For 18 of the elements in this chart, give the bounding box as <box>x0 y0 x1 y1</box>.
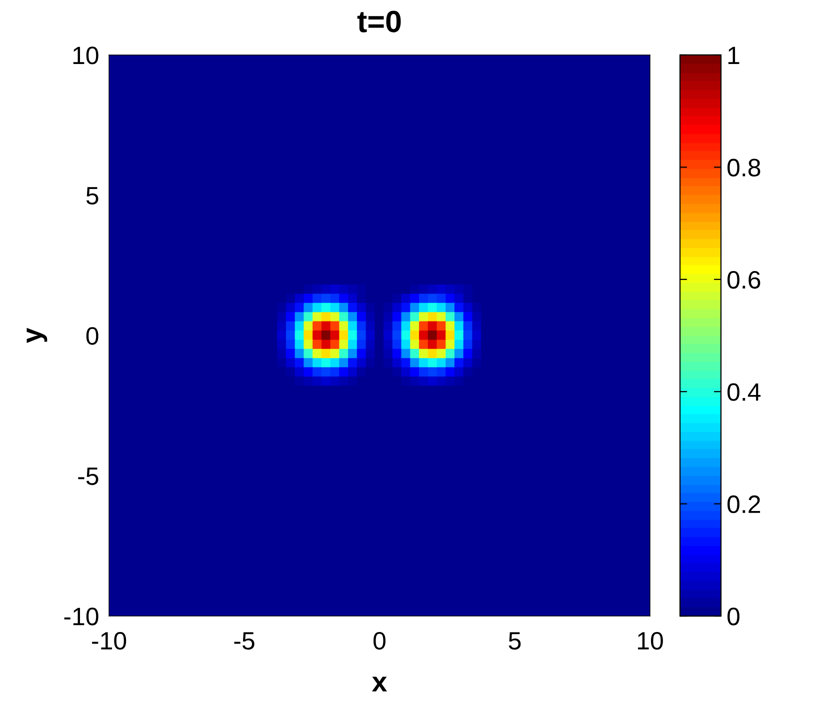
x-tick-label: 5 <box>508 632 521 650</box>
x-axis-title: x <box>372 676 388 692</box>
y-tick-label: 0 <box>86 327 98 345</box>
y-tick-label: 5 <box>86 187 98 205</box>
y-tick-label: 10 <box>73 46 98 64</box>
color-bar-label: 1 <box>728 46 740 64</box>
color-bar-label: 0.4 <box>728 383 761 401</box>
x-tick-label: 0 <box>374 632 386 650</box>
color-bar-label: 0 <box>728 608 740 626</box>
color-bar-label: 0.2 <box>728 495 760 514</box>
x-tick-label: -5 <box>234 632 254 650</box>
y-tick-label: -5 <box>78 468 98 486</box>
color-bar-label: 0.8 <box>728 158 760 176</box>
chart-title: t=0 <box>357 10 401 32</box>
color-bar-label: 0.6 <box>728 271 760 289</box>
y-tick-label: -10 <box>64 608 98 626</box>
y-axis-title: y <box>26 328 48 344</box>
x-tick-label: 10 <box>638 632 663 650</box>
